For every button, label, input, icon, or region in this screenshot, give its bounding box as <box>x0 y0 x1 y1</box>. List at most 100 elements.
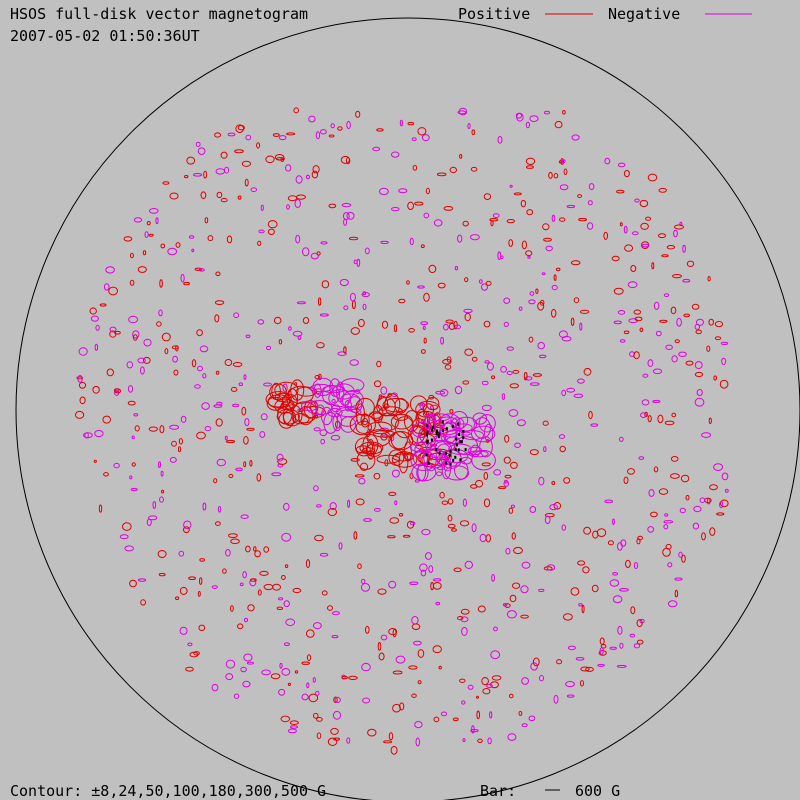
contour <box>283 642 290 647</box>
contour <box>250 578 257 582</box>
contour <box>616 189 625 194</box>
contour <box>551 481 556 485</box>
contour <box>500 366 508 373</box>
contour <box>460 608 470 615</box>
contour <box>653 466 659 473</box>
contour <box>647 173 658 182</box>
contour <box>525 157 536 166</box>
contour <box>94 429 104 438</box>
contour <box>586 222 594 230</box>
contour <box>551 214 556 222</box>
contour <box>497 251 502 260</box>
contour <box>376 128 384 132</box>
contour <box>670 473 680 479</box>
contour <box>395 655 406 664</box>
contour <box>619 339 626 343</box>
contour <box>676 317 682 327</box>
contour <box>529 382 540 386</box>
vector-mark <box>444 452 447 455</box>
contour <box>486 683 493 689</box>
contour <box>270 673 281 680</box>
contour <box>411 616 419 625</box>
contour <box>492 213 500 219</box>
contour <box>355 498 365 506</box>
contour <box>664 420 675 426</box>
contour <box>244 178 249 187</box>
contour <box>183 281 191 286</box>
contour <box>583 367 592 376</box>
contour <box>491 574 496 582</box>
contour <box>239 582 244 587</box>
contour <box>543 446 547 453</box>
contour <box>330 434 341 441</box>
contour <box>402 534 411 538</box>
contour <box>238 382 244 387</box>
vector-mark <box>460 440 463 444</box>
contour <box>412 418 425 434</box>
contour <box>240 666 247 673</box>
contour <box>261 669 271 676</box>
contour <box>436 172 447 177</box>
contour <box>555 267 561 272</box>
contour <box>365 443 383 457</box>
contour <box>296 301 306 305</box>
contour <box>244 418 250 427</box>
contour <box>157 550 167 558</box>
vector-mark <box>445 461 448 465</box>
contour <box>162 181 170 185</box>
contour <box>630 606 636 615</box>
contour <box>355 397 375 417</box>
contour <box>243 653 253 662</box>
contour <box>173 369 179 376</box>
contour <box>276 606 284 610</box>
contour <box>340 378 365 393</box>
contour <box>553 502 562 510</box>
contour <box>432 645 442 654</box>
contour <box>483 498 491 508</box>
contour <box>191 248 195 253</box>
contour <box>535 288 539 294</box>
contour <box>464 312 471 322</box>
contour <box>393 324 398 333</box>
contour <box>241 406 247 416</box>
contour <box>484 360 490 364</box>
timestamp: 2007-05-02 01:50:36UT <box>10 27 200 45</box>
contour <box>294 670 299 674</box>
contour <box>525 165 534 169</box>
contour <box>378 406 403 417</box>
contour <box>508 409 519 417</box>
contour <box>559 217 566 222</box>
contour <box>483 320 491 328</box>
contour <box>129 579 137 588</box>
contour <box>623 330 630 335</box>
contour <box>128 315 139 324</box>
contour <box>462 380 470 385</box>
contour <box>89 307 97 315</box>
contour <box>546 564 556 571</box>
contour <box>360 413 370 428</box>
contour <box>296 194 306 200</box>
contour <box>514 442 521 448</box>
vector-mark <box>459 458 462 462</box>
contour <box>328 203 337 209</box>
bar-label: Bar: <box>480 782 516 800</box>
contour <box>638 456 645 460</box>
contour <box>634 316 643 322</box>
contour <box>314 375 321 380</box>
vector-mark <box>452 458 455 462</box>
contour <box>312 677 316 683</box>
contour <box>520 199 527 208</box>
contour <box>467 684 474 690</box>
contour <box>471 425 496 443</box>
contour <box>623 170 630 178</box>
contour <box>471 523 477 533</box>
contour <box>213 478 218 484</box>
contour <box>420 349 426 354</box>
contour <box>292 587 302 594</box>
contour <box>160 243 166 249</box>
contour <box>650 511 658 518</box>
contour <box>553 694 559 704</box>
contour <box>198 624 206 631</box>
contour <box>503 321 509 327</box>
contour <box>78 347 88 356</box>
